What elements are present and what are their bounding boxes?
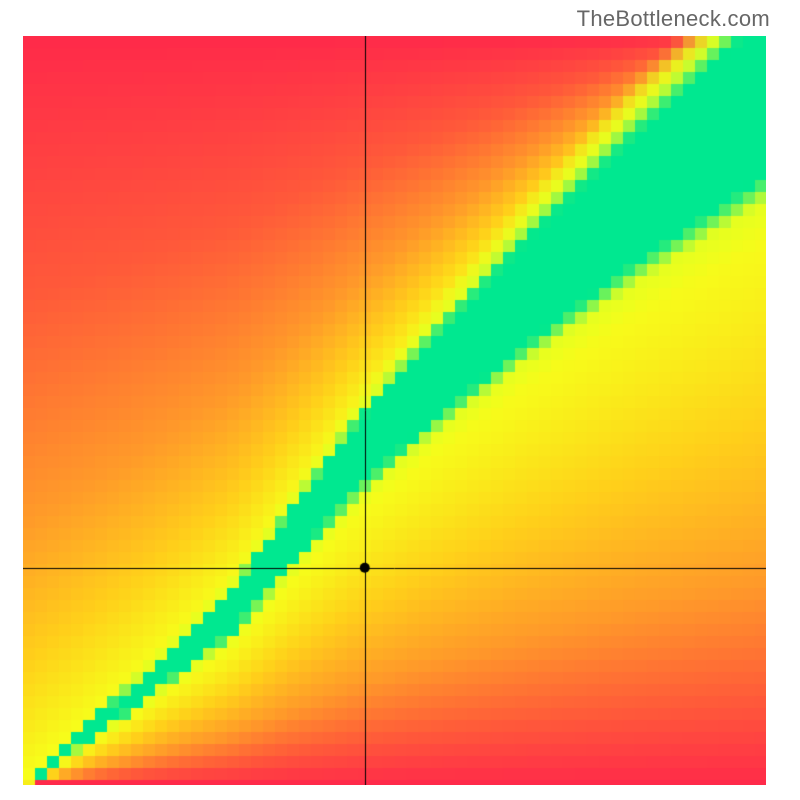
bottleneck-heatmap-canvas <box>23 36 766 785</box>
watermark-text: TheBottleneck.com <box>577 6 770 32</box>
bottleneck-chart-page: TheBottleneck.com <box>0 0 800 800</box>
